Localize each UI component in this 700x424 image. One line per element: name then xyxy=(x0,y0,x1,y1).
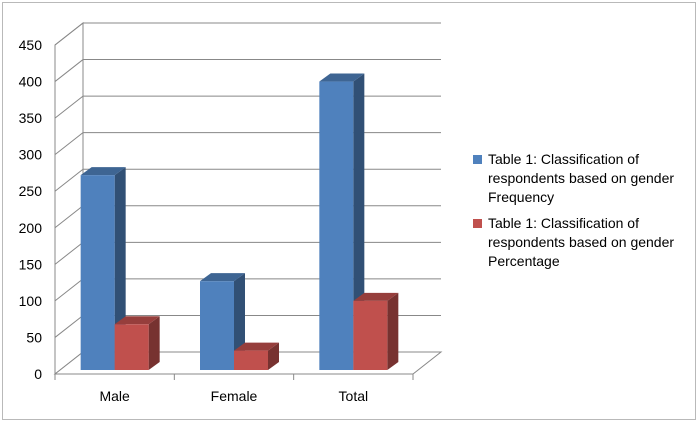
legend-swatch-frequency xyxy=(473,155,482,164)
gridline xyxy=(54,59,441,82)
y-tick-label: 300 xyxy=(19,147,43,163)
bar-male-series-1 xyxy=(80,167,126,370)
legend-item-frequency: Table 1: Classification of respondents b… xyxy=(473,150,688,207)
y-tick-label: 0 xyxy=(34,366,42,382)
legend-item-percentage: Table 1: Classification of respondents b… xyxy=(473,214,688,271)
legend-label-frequency: Table 1: Classification of respondents b… xyxy=(488,151,675,205)
x-axis-ticks: Male Female Total xyxy=(54,374,414,404)
y-tick-label: 200 xyxy=(19,220,43,236)
bar-top xyxy=(80,167,126,176)
bar-side xyxy=(148,316,160,370)
bar-top xyxy=(114,316,160,325)
y-axis-ticks: 0 50 100 150 200 250 300 350 400 450 xyxy=(19,37,43,382)
bar-front xyxy=(114,324,149,370)
bar-top xyxy=(319,73,365,82)
bar-female-series-2 xyxy=(234,342,279,370)
y-tick-label: 400 xyxy=(19,74,43,90)
legend: Table 1: Classification of respondents b… xyxy=(473,150,688,278)
x-tick-label: Total xyxy=(339,388,369,404)
bar-male-series-2 xyxy=(114,316,160,370)
bar-total-series-2 xyxy=(353,292,399,370)
bar-front xyxy=(353,300,388,370)
gridline xyxy=(54,22,441,46)
legend-label-percentage: Table 1: Classification of respondents b… xyxy=(488,215,675,269)
x-tick-label: Female xyxy=(211,388,258,404)
bar-side xyxy=(268,342,279,370)
y-tick-label: 250 xyxy=(19,183,43,199)
gridline xyxy=(54,95,441,119)
bar-front xyxy=(234,350,268,370)
bar-top xyxy=(353,292,399,301)
bar-front xyxy=(200,281,234,370)
bar-top xyxy=(234,342,279,351)
bar-top xyxy=(200,273,245,282)
y-tick-label: 100 xyxy=(19,293,43,309)
bar-front xyxy=(80,175,115,370)
side-wall xyxy=(54,21,84,376)
gridline xyxy=(54,132,441,156)
bar-front xyxy=(319,81,354,371)
legend-swatch-percentage xyxy=(473,219,482,228)
bars xyxy=(80,73,399,371)
y-tick-label: 450 xyxy=(19,37,43,53)
y-tick-label: 350 xyxy=(19,110,43,126)
y-tick-label: 50 xyxy=(26,329,42,345)
bar-side xyxy=(387,292,399,370)
y-tick-label: 150 xyxy=(19,256,43,272)
x-tick-label: Male xyxy=(99,388,130,404)
